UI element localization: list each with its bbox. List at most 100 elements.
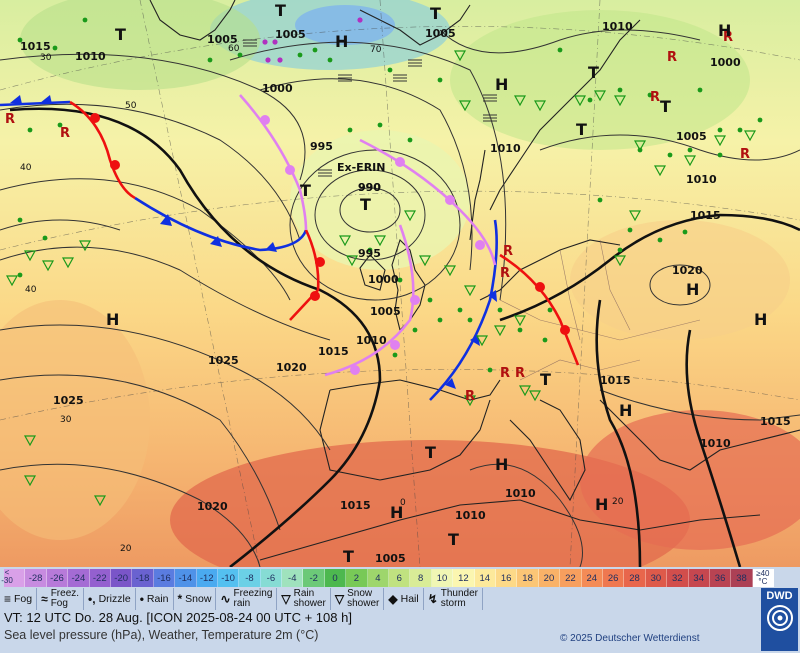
shower-symbol [23,250,37,262]
isobar-label: 1005 [275,28,306,41]
copyright: © 2025 Deutscher Wetterdienst [560,633,700,644]
weather-legend-item: • Rain [136,588,174,610]
rain-symbol [687,147,693,153]
weather-legend-item: ▽ Snow shower [331,588,385,610]
scale-cell: 24 [581,569,603,587]
scale-cell: 12 [453,569,475,587]
rain-symbol [237,52,243,58]
rain-symbol [327,57,333,63]
weather-legend-label: Freezing rain [233,588,273,609]
main-isobars [9,107,800,567]
thunderstorm-symbol: R [465,389,475,404]
dwd-logo-text: DWD [766,590,793,602]
rain-symbol [57,122,63,128]
shower-symbol [418,255,432,267]
pressure-center: H [686,280,699,299]
scale-cell: 22 [560,569,582,587]
shower-symbol [5,275,19,287]
temperature-label: 40 [25,285,37,295]
isobar-label: 1015 [20,40,51,53]
rain-symbol [547,307,553,313]
snow-symbol [357,17,363,23]
low-center-pressure: 990 [358,181,381,194]
shower-symbol [453,50,467,62]
weather-legend-icon: ◆ [388,592,398,606]
scale-cell: 34 [688,569,710,587]
isobars [0,29,800,567]
rain-symbol [412,327,418,333]
scale-cell: 28 [624,569,646,587]
isobar-label: 1010 [700,437,731,450]
isobar-label: 1010 [356,334,387,347]
weather-legend-icon: ≡ [4,592,12,606]
isobar-label: 1020 [197,500,228,513]
shower-symbol [373,235,387,247]
scale-cell: 10 [431,569,454,587]
shower-symbol [23,475,37,487]
rain-symbol [392,352,398,358]
isobar-label: 1015 [600,374,631,387]
weather-legend-label: Fog [14,593,33,605]
scale-low-label: < -30 [1,568,13,585]
snow-symbol [277,57,283,63]
temperature-label: 70 [370,45,382,55]
isobar-label: 1005 [425,27,456,40]
shower-symbol [443,265,457,277]
scale-cell: 0 [324,569,347,587]
scale-cell: -16 [153,569,176,587]
isobar-label: 1000 [710,56,741,69]
rain-symbol [367,247,373,253]
weather-legend-item: ≡ Fog [0,588,38,610]
weather-legend-icon: ▽ [281,592,291,606]
shower-symbol [61,257,75,269]
scale-cell: -26 [46,569,69,587]
scale-cell: 20 [538,569,561,587]
isobar-label: 1010 [490,142,521,155]
rain-symbol [717,152,723,158]
rain-symbol [17,272,23,278]
rain-symbol [667,152,673,158]
pressure-center: T [660,97,671,116]
pressure-center: H [106,310,119,329]
weather-legend-icon: •, [88,592,96,606]
isobar-label: 990 [358,181,381,194]
isobar-label: 1010 [686,173,717,186]
rain-symbol [717,127,723,133]
scale-cell: -12 [196,569,218,587]
rain-symbol [737,127,743,133]
pressure-center: T [576,120,587,139]
shower-symbol [653,165,667,177]
shower-symbol [463,395,477,407]
weather-legend-item: ≈ Freez. Fog [37,588,85,610]
pressure-center: H [390,503,403,522]
isobar-label: 1015 [340,499,371,512]
scale-cell: 30 [645,569,668,587]
shower-symbol [528,390,542,402]
scale-cell: -6 [260,569,283,587]
isobar-label: 995 [358,247,381,260]
rain-symbol [647,92,653,98]
legend: < -30 -28 -26 -24 -22 -20 -18 -16 -14 -12 -10 -8 -6 -4… [0,567,800,653]
rain-symbol [27,127,33,133]
pressure-center: T [275,1,286,20]
scale-cell: -28 [25,569,47,587]
cold-front-teeth [10,95,497,389]
weather-legend-icon: * [177,592,183,606]
shower-symbol [458,100,472,112]
occluded-front [239,94,497,377]
isobar-label: 1025 [53,394,84,407]
rain-symbol [377,122,383,128]
thunderstorm-symbol: R [650,90,660,105]
temperature-labels: 30 50 60 70 40 40 30 20 0 20 [20,44,624,554]
scale-cell: -8 [239,569,261,587]
isobar-label: 1005 [375,552,406,565]
isobar-label: 1015 [318,345,349,358]
rain-symbol [657,237,663,243]
isobar-label: 1010 [455,509,486,522]
rain-symbol [17,37,23,43]
weather-legend-label: Freez. Fog [50,588,80,609]
pressure-centers: T T H T H T T T H H H H H T T T T H H H T T [106,1,767,566]
pressure-center: T [360,195,371,214]
isobar-label: 1010 [75,50,106,63]
scale-cell: -24 [68,569,90,587]
